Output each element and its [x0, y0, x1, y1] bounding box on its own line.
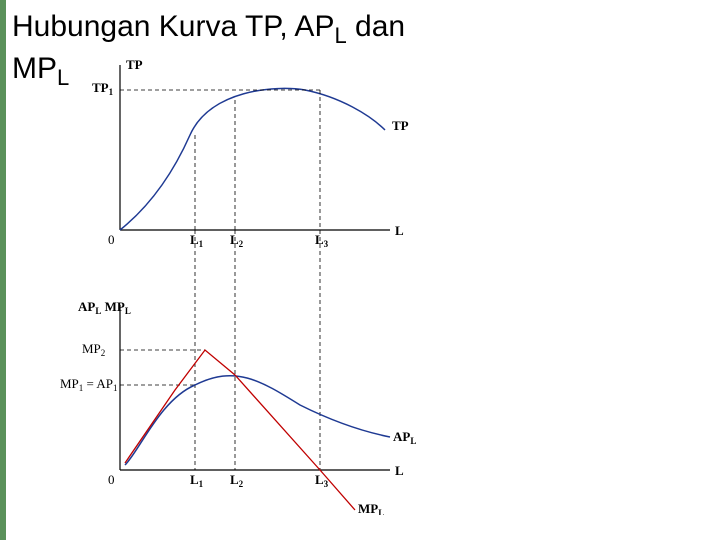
svg-text:TP: TP	[392, 118, 409, 133]
svg-text:L2: L2	[230, 472, 244, 489]
svg-text:TP1: TP1	[92, 80, 114, 97]
svg-text:L: L	[395, 223, 404, 238]
diagram-svg: TP TP1 0 L1 L2 L3 L TP APL MPL MP2 MP1 = AP1 0 L1 L2 L…	[60, 55, 420, 515]
title-part2: dan	[347, 10, 405, 43]
title-part1: Hubungan Kurva TP, AP	[12, 10, 334, 43]
svg-text:L1: L1	[190, 472, 204, 489]
svg-text:APL MPL: APL MPL	[78, 299, 131, 316]
sidebar-accent	[0, 0, 10, 540]
diagram-container: TP TP1 0 L1 L2 L3 L TP APL MPL MP2 MP1 = AP1 0 L1 L2 L…	[60, 55, 420, 520]
svg-text:L1: L1	[190, 232, 204, 249]
svg-text:L: L	[395, 463, 404, 478]
svg-text:L2: L2	[230, 232, 244, 249]
svg-text:APL: APL	[393, 429, 416, 446]
svg-text:MP1 = AP1: MP1 = AP1	[60, 376, 118, 393]
svg-text:MPL: MPL	[358, 501, 384, 515]
title-sub1: L	[334, 23, 346, 48]
svg-text:0: 0	[108, 232, 115, 247]
title-part3: MP	[12, 52, 57, 85]
svg-text:TP: TP	[126, 57, 143, 72]
svg-text:MP2: MP2	[82, 341, 105, 358]
svg-text:L3: L3	[315, 472, 329, 489]
svg-text:0: 0	[108, 472, 115, 487]
svg-text:L3: L3	[315, 232, 329, 249]
